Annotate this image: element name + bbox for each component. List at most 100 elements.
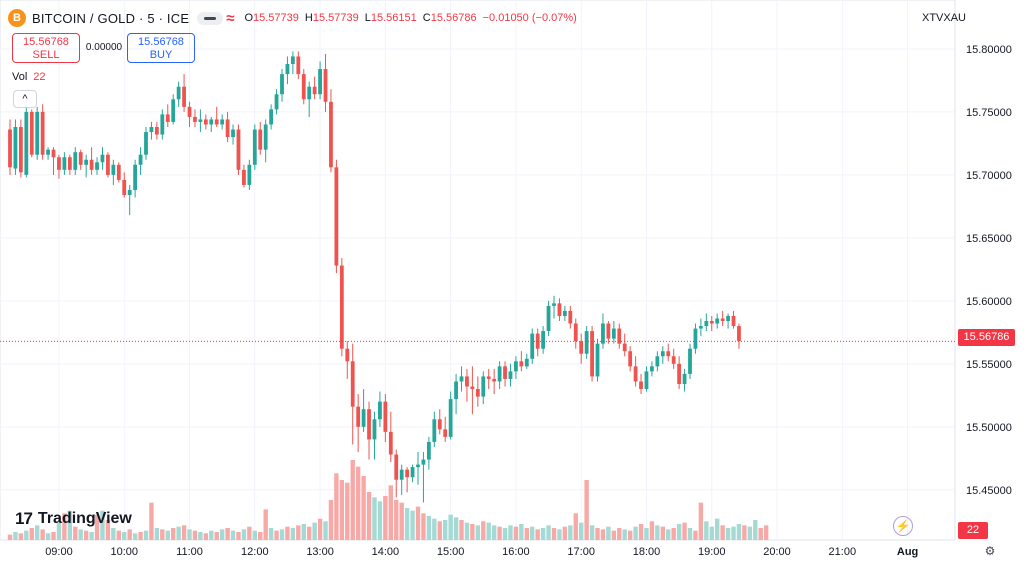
candle bbox=[497, 361, 502, 390]
candle bbox=[726, 313, 730, 329]
candle bbox=[486, 368, 491, 390]
volume-bar bbox=[247, 526, 252, 540]
x-tick-label: 14:00 bbox=[372, 546, 400, 558]
candle bbox=[334, 159, 339, 274]
last-volume-label: 22 bbox=[958, 522, 988, 539]
symbol-title[interactable]: BITCOIN / GOLD · 5 · ICE bbox=[32, 10, 190, 26]
candle bbox=[46, 147, 50, 160]
candle bbox=[13, 119, 18, 175]
ohlc-high-key: H bbox=[304, 12, 313, 24]
volume-bar bbox=[736, 524, 742, 540]
volume-bar bbox=[241, 529, 247, 540]
candle bbox=[62, 152, 67, 175]
volume-label: Vol bbox=[12, 71, 28, 83]
volume-bar bbox=[263, 509, 268, 540]
candle bbox=[133, 159, 138, 198]
candle bbox=[388, 411, 393, 463]
candle bbox=[225, 111, 230, 143]
volume-bar bbox=[317, 518, 323, 540]
candle bbox=[323, 53, 328, 112]
volume-bar bbox=[394, 500, 399, 540]
gear-icon[interactable]: ⚙ bbox=[984, 544, 996, 558]
candle bbox=[247, 159, 252, 190]
approx-icon: ≈ bbox=[226, 9, 235, 27]
candle bbox=[24, 106, 29, 178]
candle bbox=[51, 147, 56, 175]
plot-frame bbox=[0, 0, 956, 541]
volume-bar bbox=[676, 524, 682, 540]
candle bbox=[154, 121, 159, 140]
ohlc-close-key: C bbox=[422, 12, 431, 24]
time-axis[interactable]: 09:00 10:00 11:00 12:00 13:00 14:00 15:00 16:00… bbox=[45, 546, 918, 558]
candle bbox=[693, 323, 698, 354]
lightning-icon[interactable]: ⚡ bbox=[893, 516, 913, 536]
candle bbox=[318, 61, 322, 100]
candle bbox=[492, 368, 497, 395]
volume-bar bbox=[192, 530, 198, 540]
y-tick-label: 15.75000 bbox=[966, 107, 1012, 119]
candle bbox=[242, 164, 246, 188]
buy-button[interactable]: 15.56768 BUY bbox=[127, 33, 195, 63]
candle bbox=[160, 109, 165, 140]
sell-button[interactable]: 15.56768 SELL bbox=[12, 33, 80, 63]
volume-bar bbox=[138, 532, 143, 540]
candle bbox=[644, 366, 649, 392]
volume-bar bbox=[29, 528, 34, 540]
ticker-symbol: XTVXAU bbox=[921, 12, 966, 24]
candle bbox=[307, 81, 312, 117]
volume-bar bbox=[149, 502, 154, 540]
volume-bar bbox=[725, 528, 731, 540]
candle bbox=[100, 147, 105, 170]
candle bbox=[611, 321, 616, 344]
volume-bar bbox=[649, 521, 655, 540]
candle bbox=[541, 326, 546, 354]
volume-bar bbox=[127, 529, 132, 540]
candle bbox=[89, 147, 94, 175]
candle bbox=[138, 147, 143, 175]
volume-bar bbox=[693, 530, 698, 540]
volume-bar bbox=[448, 514, 453, 540]
candle bbox=[650, 361, 654, 377]
volume-bar bbox=[323, 521, 328, 540]
volume-bar bbox=[589, 525, 595, 540]
candle bbox=[165, 104, 170, 127]
volume-bar bbox=[758, 528, 763, 540]
candle bbox=[514, 356, 518, 379]
volume-bar bbox=[274, 530, 279, 540]
candle bbox=[339, 258, 344, 357]
candle bbox=[350, 343, 355, 445]
grid-lines bbox=[0, 0, 956, 541]
candle bbox=[274, 89, 279, 115]
candle bbox=[677, 356, 682, 390]
volume-bar bbox=[154, 528, 160, 540]
volume-bar bbox=[540, 528, 546, 540]
price-axis[interactable]: 15.80000 15.75000 15.70000 15.65000 15.60000… bbox=[966, 44, 1012, 497]
candle bbox=[475, 376, 480, 407]
candle bbox=[715, 313, 720, 329]
candle bbox=[639, 373, 643, 395]
candle bbox=[628, 346, 633, 372]
volume-bar bbox=[671, 528, 676, 540]
volume-bar bbox=[715, 518, 720, 540]
volume-bar bbox=[296, 525, 301, 540]
candle bbox=[443, 416, 448, 442]
collapse-chevron-up-icon[interactable]: ^ bbox=[13, 90, 37, 108]
candle bbox=[35, 106, 40, 160]
sell-label: SELL bbox=[32, 49, 60, 61]
volume-bar bbox=[617, 528, 622, 540]
candle bbox=[127, 184, 132, 216]
volume-bar bbox=[225, 528, 230, 540]
ohlc-high-value: 15.57739 bbox=[312, 12, 359, 24]
y-tick-label: 15.50000 bbox=[966, 422, 1012, 434]
candle bbox=[660, 346, 665, 364]
volume-bar bbox=[432, 518, 437, 540]
volume-bar bbox=[546, 525, 551, 540]
volume-bar bbox=[203, 533, 209, 540]
candle bbox=[405, 467, 410, 493]
tradingview-logo[interactable]: 17 TradingView bbox=[15, 509, 132, 529]
volume-bar bbox=[698, 502, 704, 540]
candle bbox=[731, 310, 736, 329]
collapse-legend-icon[interactable] bbox=[197, 11, 224, 25]
x-tick-label: 13:00 bbox=[306, 546, 334, 558]
